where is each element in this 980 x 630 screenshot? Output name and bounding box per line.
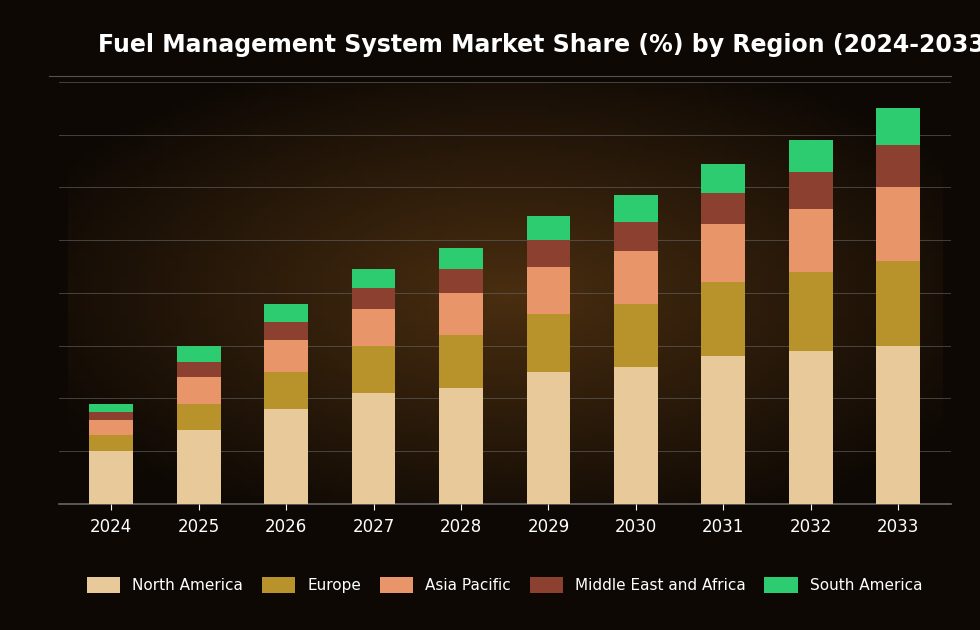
Bar (876, 187, 920, 261)
Bar (876, 108, 920, 145)
Bar (526, 314, 570, 372)
Bar (352, 269, 395, 288)
Bar (876, 145, 920, 187)
Bar (439, 293, 483, 335)
Bar (614, 251, 658, 304)
Bar (265, 409, 308, 504)
Bar (439, 269, 483, 293)
Bar (526, 240, 570, 266)
Bar (265, 322, 308, 340)
Bar (526, 217, 570, 240)
Bar (702, 224, 745, 282)
Bar (89, 411, 133, 420)
Bar (89, 451, 133, 504)
Bar (702, 164, 745, 193)
Bar (789, 140, 833, 171)
Bar (352, 346, 395, 393)
Bar (352, 288, 395, 309)
Bar (265, 372, 308, 409)
Bar (614, 367, 658, 504)
Bar (614, 222, 658, 251)
Bar (614, 304, 658, 367)
Bar (265, 340, 308, 372)
Bar (789, 272, 833, 351)
Bar (702, 193, 745, 224)
Bar (526, 372, 570, 504)
Bar (439, 248, 483, 269)
Bar (789, 351, 833, 504)
Bar (876, 261, 920, 346)
Bar (526, 266, 570, 314)
Bar (176, 362, 220, 377)
Bar (439, 388, 483, 504)
Bar (439, 335, 483, 388)
Bar (176, 346, 220, 362)
Bar (702, 282, 745, 356)
Bar (176, 377, 220, 404)
Bar (89, 404, 133, 411)
Bar (876, 346, 920, 504)
Bar (614, 195, 658, 222)
Text: Fuel Management System Market Share (%) by Region (2024-2033): Fuel Management System Market Share (%) … (98, 33, 980, 57)
Bar (89, 435, 133, 451)
Bar (352, 393, 395, 504)
Legend: North America, Europe, Asia Pacific, Middle East and Africa, South America: North America, Europe, Asia Pacific, Mid… (80, 571, 929, 600)
Bar (789, 209, 833, 272)
Bar (265, 304, 308, 322)
Bar (176, 404, 220, 430)
Bar (352, 309, 395, 346)
Bar (176, 430, 220, 504)
Bar (89, 420, 133, 435)
Bar (702, 356, 745, 504)
Bar (789, 171, 833, 209)
